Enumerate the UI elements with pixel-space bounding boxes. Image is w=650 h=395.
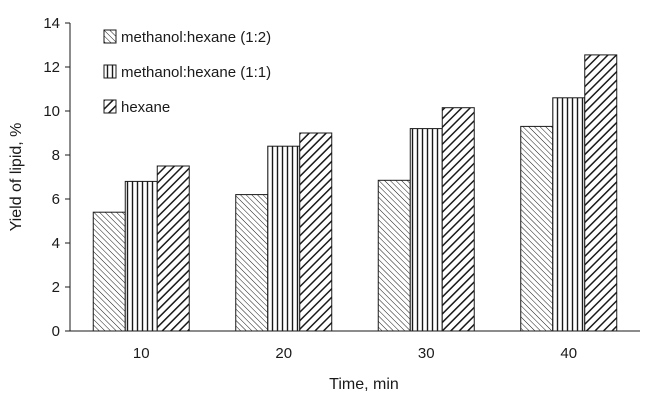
y-tick-label: 6 bbox=[52, 191, 60, 208]
y-axis-ticks: 0 2 4 6 8 10 12 14 bbox=[43, 15, 70, 340]
legend-label: hexane bbox=[121, 99, 170, 116]
y-tick-label: 8 bbox=[52, 147, 60, 164]
bar bbox=[584, 54, 618, 332]
bar bbox=[441, 107, 475, 332]
y-axis-title: Yield of lipid, % bbox=[8, 123, 25, 232]
y-tick-label: 0 bbox=[52, 323, 60, 340]
bar bbox=[156, 165, 190, 332]
bar bbox=[124, 180, 158, 332]
y-tick-label: 2 bbox=[52, 279, 60, 296]
legend-swatch bbox=[103, 64, 117, 79]
bar bbox=[377, 179, 411, 332]
bar bbox=[267, 145, 301, 332]
legend-swatch bbox=[103, 29, 117, 44]
x-tick-label: 30 bbox=[418, 345, 435, 362]
y-tick-label: 14 bbox=[43, 15, 60, 32]
x-axis-title: Time, min bbox=[329, 376, 399, 393]
bar bbox=[299, 132, 333, 332]
legend-label: methanol:hexane (1:2) bbox=[121, 29, 271, 46]
bar bbox=[520, 125, 554, 332]
bar bbox=[409, 128, 443, 332]
x-axis-ticks: 10 20 30 40 bbox=[133, 345, 577, 362]
x-tick-label: 10 bbox=[133, 345, 150, 362]
y-tick-label: 4 bbox=[52, 235, 60, 252]
x-tick-label: 40 bbox=[560, 345, 577, 362]
legend: methanol:hexane (1:2) methanol:hexane (1:… bbox=[103, 29, 271, 116]
y-tick-label: 10 bbox=[43, 103, 60, 120]
legend-swatch bbox=[103, 99, 117, 114]
bar bbox=[552, 97, 586, 332]
x-tick-label: 20 bbox=[275, 345, 292, 362]
bar bbox=[235, 194, 269, 332]
bar bbox=[92, 211, 126, 332]
legend-label: methanol:hexane (1:1) bbox=[121, 64, 271, 81]
y-tick-label: 12 bbox=[43, 59, 60, 76]
bars bbox=[92, 54, 618, 332]
